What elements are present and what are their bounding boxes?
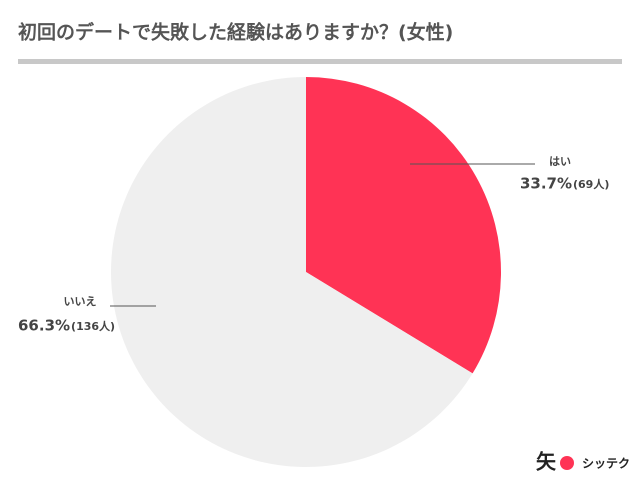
value-label: 66.3% <box>18 317 70 335</box>
title-rule <box>18 59 622 64</box>
slice-label: はい <box>549 155 571 168</box>
count-label: (69人) <box>573 177 609 191</box>
logo-text: シッテク <box>582 457 630 471</box>
logo-mark: 矢 <box>536 450 557 474</box>
value-label: 33.7% <box>520 175 572 193</box>
slice-label: いいえ <box>64 295 97 308</box>
pie-slice <box>306 77 502 374</box>
chart-title: 初回のデートで失敗した経験はありますか？(女性) <box>18 21 453 44</box>
count-label: (136人) <box>71 319 115 333</box>
pie-slice <box>111 77 473 467</box>
logo-icon <box>560 456 574 470</box>
logo: 矢 シッテク <box>536 450 630 474</box>
